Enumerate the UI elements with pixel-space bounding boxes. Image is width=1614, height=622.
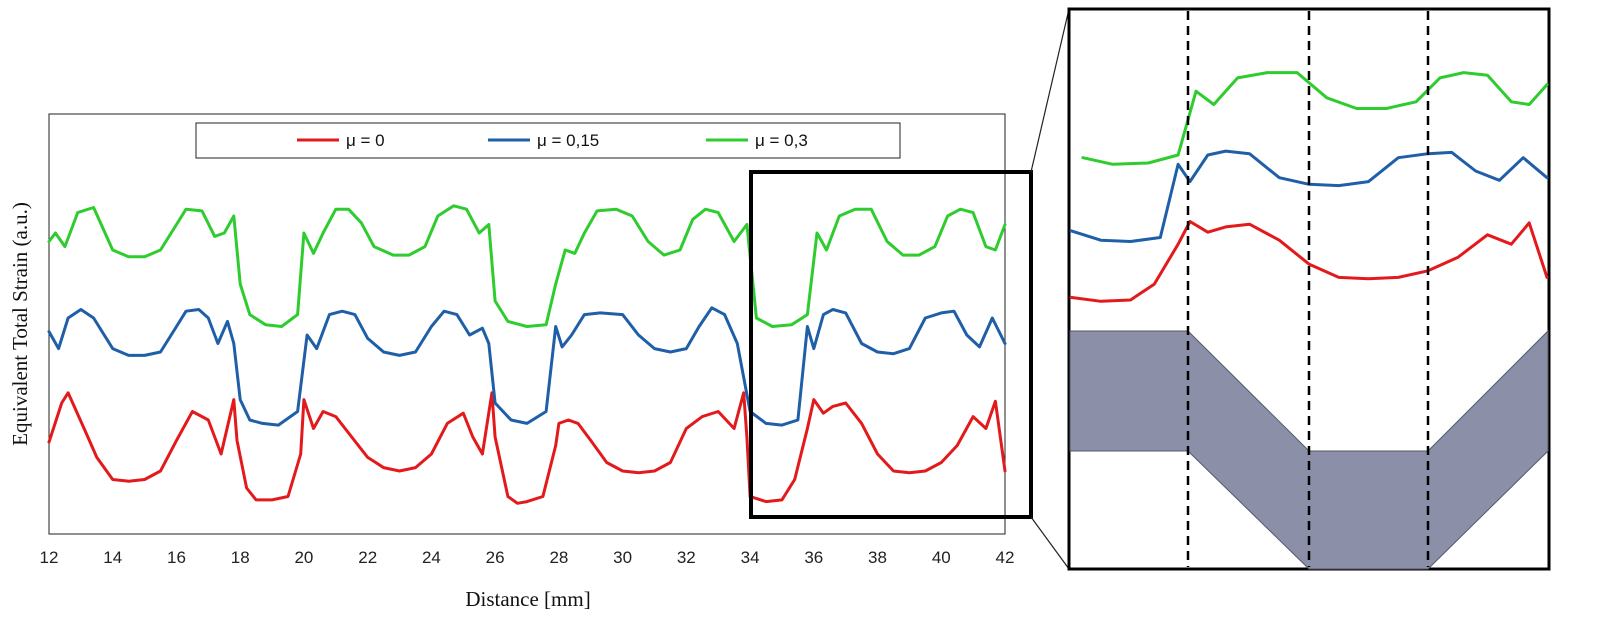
x-tick-label-0: 12: [40, 548, 59, 567]
legend-label-mu-0: μ = 0: [346, 131, 385, 150]
x-tick-label-7: 26: [486, 548, 505, 567]
x-tick-label-15: 42: [996, 548, 1015, 567]
inset-plot-lines: [1069, 71, 1549, 303]
zoom-connector-bottom: [1030, 516, 1070, 570]
x-tick-label-8: 28: [549, 548, 568, 567]
inset-series-line-0: [1069, 220, 1549, 303]
legend-label-mu-015: μ = 0,15: [537, 131, 599, 150]
x-tick-label-12: 36: [804, 548, 823, 567]
legend-label-mu-03: μ = 0,3: [755, 131, 808, 150]
x-tick-label-10: 32: [677, 548, 696, 567]
main-plot-lines: [47, 204, 1007, 505]
x-tick-label-13: 38: [868, 548, 887, 567]
x-axis-title: Distance [mm]: [465, 587, 590, 611]
x-tick-label-6: 24: [422, 548, 441, 567]
plot-frame: [48, 113, 1006, 535]
inset-series-line-2: [1081, 71, 1549, 166]
series-line-0: [47, 391, 1007, 505]
x-tick-label-2: 16: [167, 548, 186, 567]
x-tick-label-14: 40: [932, 548, 951, 567]
series-line-1: [47, 306, 1007, 427]
legend: μ = 0 μ = 0,15 μ = 0,3: [195, 122, 901, 159]
x-tick-label-1: 14: [103, 548, 122, 567]
x-tick-labels: 12 14 16 18 20 22 24 26 28 30 32 34 36 38 40 42: [40, 548, 1015, 567]
x-tick-label-5: 22: [358, 548, 377, 567]
zoom-selection-box: [749, 170, 1033, 519]
series-line-2: [47, 204, 1007, 328]
x-tick-label-9: 30: [613, 548, 632, 567]
inset-series-line-1: [1069, 149, 1549, 243]
y-axis-title: Equivalent Total Strain (a.u.): [8, 202, 32, 446]
x-tick-label-4: 20: [294, 548, 313, 567]
zoom-connector-top: [1030, 8, 1070, 173]
x-tick-label-3: 18: [231, 548, 250, 567]
x-tick-label-11: 34: [741, 548, 760, 567]
